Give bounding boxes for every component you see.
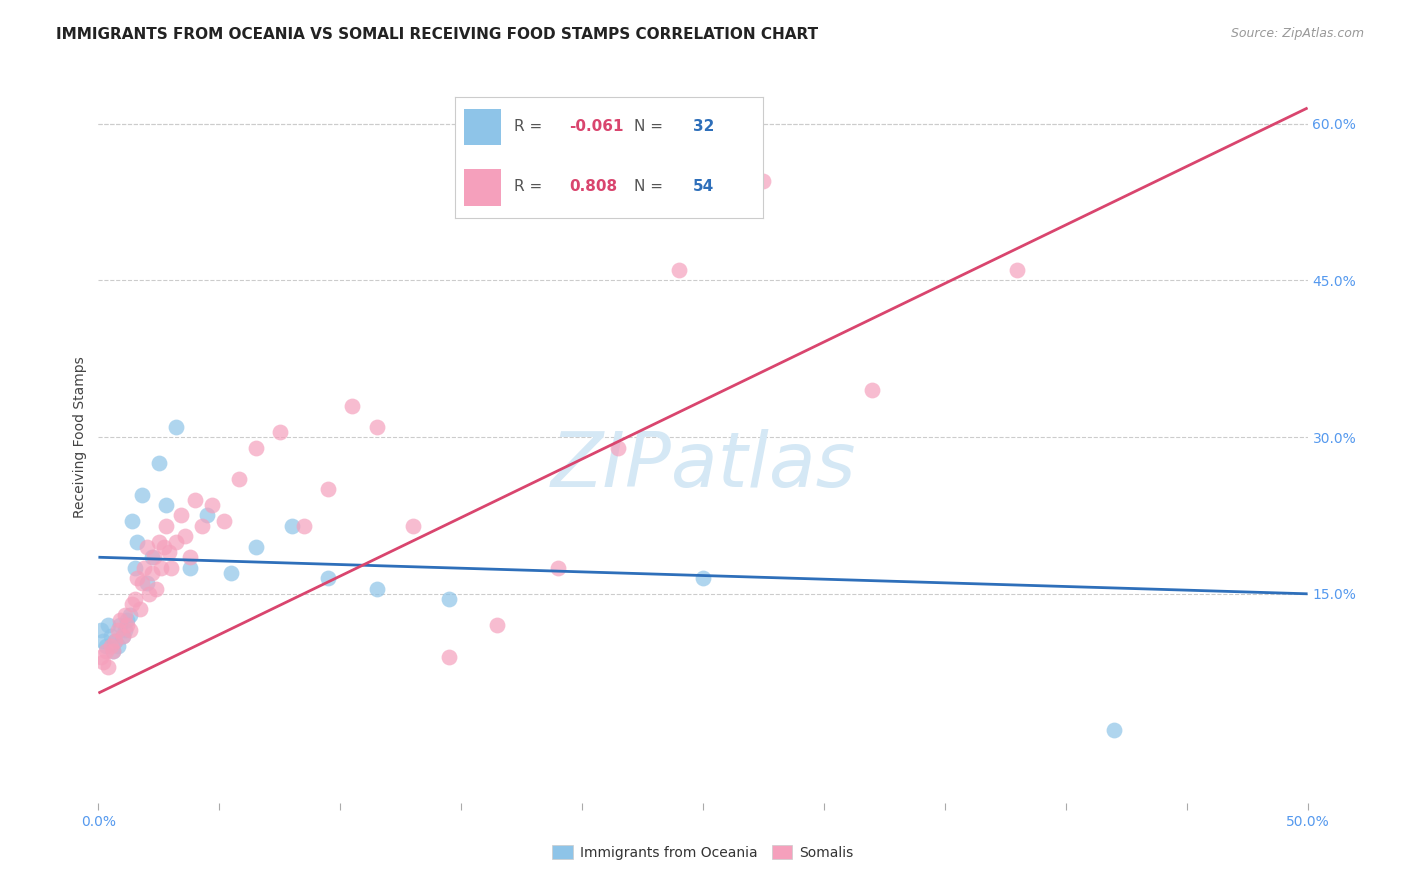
Text: ZIPatlas: ZIPatlas — [550, 429, 856, 503]
Point — [547, 560, 569, 574]
Point — [108, 618, 131, 632]
Point — [118, 607, 141, 622]
Point — [117, 613, 139, 627]
Point — [191, 519, 214, 533]
Point — [292, 519, 315, 533]
Point — [179, 560, 201, 574]
Point — [155, 498, 177, 512]
Point — [107, 639, 129, 653]
Point — [165, 419, 187, 434]
Point — [752, 174, 775, 188]
Point — [104, 633, 127, 648]
Point — [104, 633, 127, 648]
Point — [174, 529, 197, 543]
Point — [184, 492, 207, 507]
Point — [607, 441, 630, 455]
Point — [148, 534, 170, 549]
Point — [155, 519, 177, 533]
Point — [692, 571, 714, 585]
Point — [97, 618, 120, 632]
Point — [269, 425, 291, 439]
Point — [150, 560, 173, 574]
Point — [127, 571, 149, 585]
Point — [118, 624, 141, 638]
Point — [131, 487, 153, 501]
Point — [228, 472, 250, 486]
Point — [121, 597, 143, 611]
Point — [114, 607, 136, 622]
Y-axis label: Receiving Food Stamps: Receiving Food Stamps — [73, 356, 87, 518]
Point — [201, 498, 224, 512]
Point — [114, 624, 136, 638]
Point — [145, 582, 167, 596]
Point — [668, 263, 690, 277]
Point — [124, 592, 146, 607]
Point — [91, 633, 114, 648]
Point — [316, 483, 339, 497]
Point — [221, 566, 243, 580]
Point — [486, 618, 509, 632]
Point — [107, 624, 129, 638]
Point — [1102, 723, 1125, 737]
Point — [100, 629, 122, 643]
Point — [121, 514, 143, 528]
Point — [152, 540, 174, 554]
Point — [342, 399, 364, 413]
Point — [437, 592, 460, 607]
Point — [90, 624, 112, 638]
Point — [138, 587, 160, 601]
Point — [281, 519, 304, 533]
Point — [135, 540, 157, 554]
Point — [165, 534, 187, 549]
Point — [366, 582, 388, 596]
Point — [179, 550, 201, 565]
Point — [100, 639, 122, 653]
Point — [90, 649, 112, 664]
Point — [124, 560, 146, 574]
Point — [94, 644, 117, 658]
Point — [402, 519, 425, 533]
Point — [169, 508, 191, 523]
Point — [111, 629, 134, 643]
Point — [245, 441, 267, 455]
Point — [135, 576, 157, 591]
Point — [117, 618, 139, 632]
Point — [127, 534, 149, 549]
Point — [157, 545, 180, 559]
Legend: Immigrants from Oceania, Somalis: Immigrants from Oceania, Somalis — [547, 839, 859, 865]
Point — [316, 571, 339, 585]
Point — [141, 550, 163, 565]
Point — [108, 613, 131, 627]
Text: IMMIGRANTS FROM OCEANIA VS SOMALI RECEIVING FOOD STAMPS CORRELATION CHART: IMMIGRANTS FROM OCEANIA VS SOMALI RECEIV… — [56, 27, 818, 42]
Point — [134, 560, 156, 574]
Text: Source: ZipAtlas.com: Source: ZipAtlas.com — [1230, 27, 1364, 40]
Point — [101, 644, 124, 658]
Point — [212, 514, 235, 528]
Point — [91, 655, 114, 669]
Point — [195, 508, 218, 523]
Point — [245, 540, 267, 554]
Point — [1007, 263, 1029, 277]
Point — [94, 639, 117, 653]
Point — [437, 649, 460, 664]
Point — [101, 644, 124, 658]
Point — [97, 660, 120, 674]
Point — [160, 560, 183, 574]
Point — [148, 456, 170, 470]
Point — [111, 629, 134, 643]
Point — [366, 419, 388, 434]
Point — [143, 550, 166, 565]
Point — [128, 602, 150, 616]
Point — [131, 576, 153, 591]
Point — [141, 566, 163, 580]
Point — [860, 383, 883, 397]
